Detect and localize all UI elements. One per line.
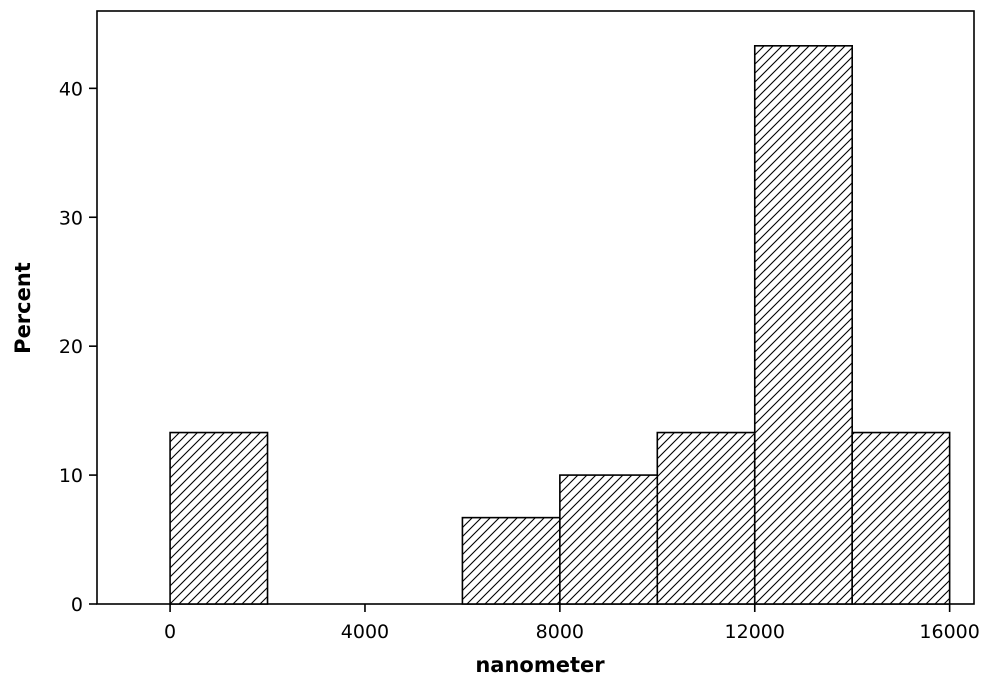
x-axis-title: nanometer bbox=[475, 653, 605, 677]
bars-group bbox=[169, 45, 951, 605]
histogram-bar-4 bbox=[559, 474, 659, 605]
y-tick-label-1: 10 bbox=[59, 465, 83, 487]
histogram-bar-3 bbox=[461, 516, 561, 605]
histogram-bar-0 bbox=[169, 431, 269, 605]
y-tick-label-3: 30 bbox=[59, 207, 83, 229]
histogram-bar-6 bbox=[753, 45, 853, 605]
x-tick-label-2: 8000 bbox=[536, 621, 584, 643]
y-axis-title: Percent bbox=[11, 262, 35, 354]
x-tick-label-4: 16000 bbox=[919, 621, 979, 643]
y-tick-label-4: 40 bbox=[59, 78, 83, 100]
x-tick-label-0: 0 bbox=[164, 621, 176, 643]
histogram-bar-7 bbox=[851, 431, 951, 605]
y-tick-label-2: 20 bbox=[59, 336, 83, 358]
y-axis: 0 10 20 30 40 bbox=[59, 78, 97, 616]
x-tick-label-1: 4000 bbox=[341, 621, 389, 643]
x-axis: 0 4000 8000 12000 16000 bbox=[164, 604, 980, 643]
x-tick-label-3: 12000 bbox=[725, 621, 785, 643]
y-tick-label-0: 0 bbox=[71, 594, 83, 616]
histogram-bar-5 bbox=[656, 431, 756, 605]
